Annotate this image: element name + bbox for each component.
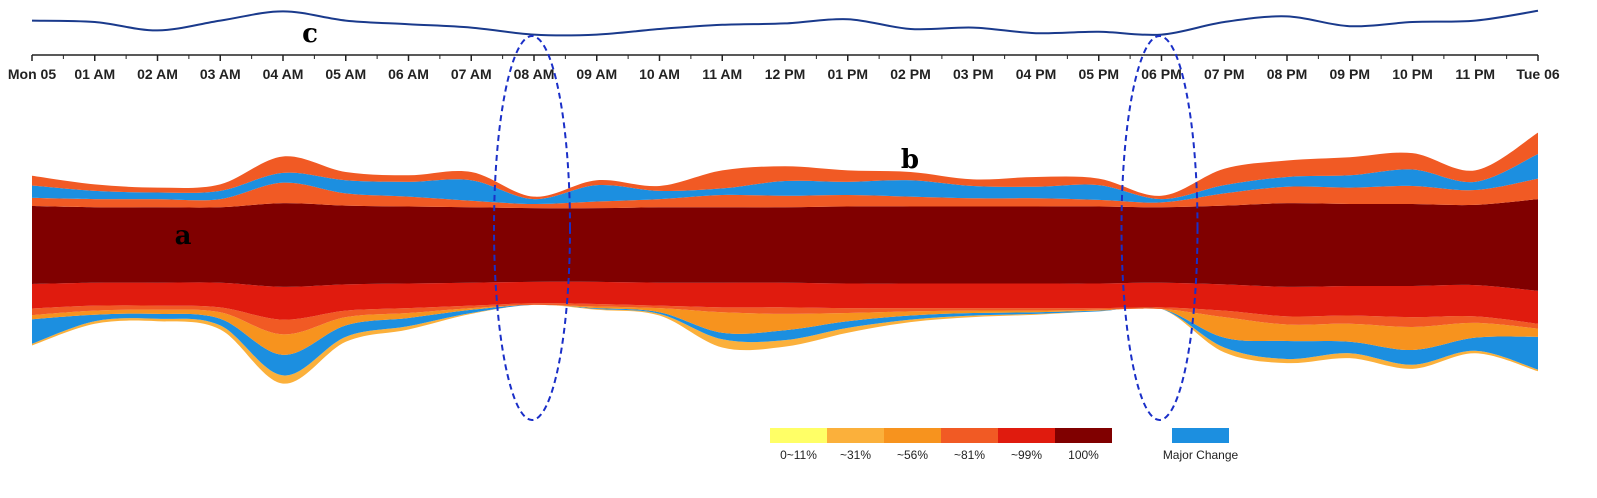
panel-labels: a b c (175, 19, 920, 251)
tick-label: 01 AM (74, 66, 115, 82)
legend: 0~11% ~31% ~56% ~81% ~99% 100% Major Change (770, 428, 1239, 462)
tick-label: 12 PM (765, 66, 805, 82)
activity-line (31, 9, 1539, 37)
tick-label: 11 AM (702, 66, 742, 82)
tick-label: 04 PM (1016, 66, 1056, 82)
legend-label-change: Major Change (1163, 448, 1239, 462)
panel-label-b: b (901, 145, 919, 175)
stream-layers (32, 132, 1538, 384)
tick-label: 07 PM (1204, 66, 1244, 82)
stream-layer (32, 303, 1538, 335)
tick-label: 04 AM (263, 66, 304, 82)
legend-label: ~81% (954, 448, 985, 462)
legend-swatch (941, 428, 998, 443)
legend-swatch (770, 428, 827, 443)
legend-swatch-change (1172, 428, 1229, 443)
stream-layer (32, 304, 1538, 376)
activity-line-panel (31, 9, 1539, 37)
highlight-ellipse (1120, 35, 1199, 421)
tick-label: 03 AM (200, 66, 241, 82)
legend-swatch (998, 428, 1055, 443)
time-axis: Mon 05 01 AM 02 AM 03 AM 04 AM 05 AM 06 AM 07 A… (8, 54, 1560, 82)
legend-label: 100% (1068, 448, 1099, 462)
tick-label: 06 PM (1141, 66, 1181, 82)
legend-swatch (884, 428, 941, 443)
tick-label: 02 AM (137, 66, 178, 82)
highlight-ellipse (493, 35, 571, 421)
stream-layer (32, 132, 1538, 200)
tick-label: 09 PM (1330, 66, 1370, 82)
stream-layer (32, 199, 1538, 291)
tick-label: 03 PM (953, 66, 993, 82)
legend-label: ~56% (897, 448, 928, 462)
stream-layer (32, 304, 1538, 355)
legend-swatch (827, 428, 884, 443)
tick-label: 05 PM (1079, 66, 1119, 82)
tick-label: 02 PM (890, 66, 930, 82)
stream-layer (32, 281, 1538, 324)
tick-label: Mon 05 (8, 66, 56, 82)
tick-label: Tue 06 (1516, 66, 1560, 82)
highlight-ellipses (493, 35, 1199, 421)
tick-label: 06 AM (388, 66, 429, 82)
tick-label: 11 PM (1455, 66, 1495, 82)
tick-label: 08 AM (514, 66, 555, 82)
tick-label: 10 PM (1392, 66, 1432, 82)
panel-label-c: c (302, 19, 318, 49)
legend-label: ~31% (840, 448, 871, 462)
legend-label: 0~11% (780, 448, 817, 462)
stream-layer (32, 153, 1538, 205)
tick-label: 07 AM (451, 66, 492, 82)
tick-label: 09 AM (576, 66, 617, 82)
panel-label-a: a (175, 221, 192, 251)
tick-label: 05 AM (325, 66, 366, 82)
legend-swatch (1055, 428, 1112, 443)
legend-label: ~99% (1011, 448, 1042, 462)
tick-label: 10 AM (639, 66, 680, 82)
tick-label: 01 PM (828, 66, 868, 82)
stream-layer (32, 304, 1538, 384)
stream-layer (32, 178, 1538, 209)
tick-label: 08 PM (1267, 66, 1307, 82)
